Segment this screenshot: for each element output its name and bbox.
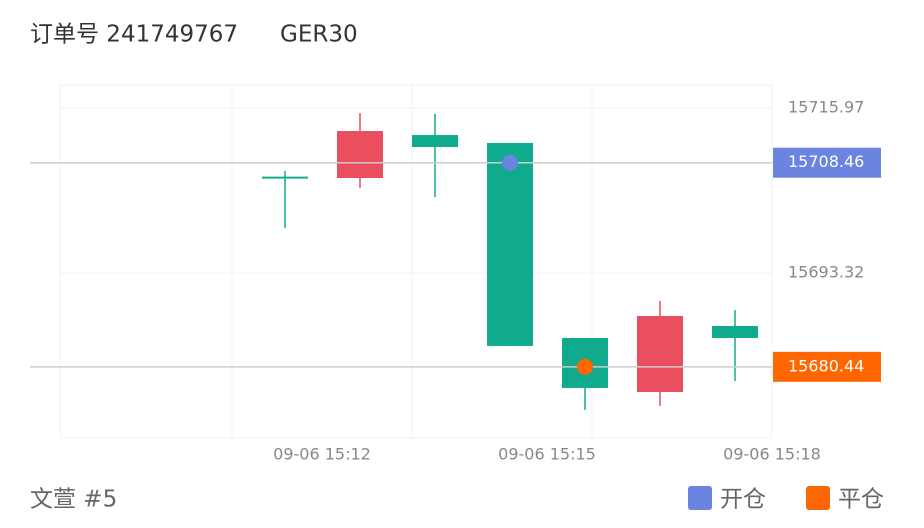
legend-swatch	[806, 486, 830, 510]
x-tick-label: 09-06 15:12	[273, 445, 371, 464]
trade-marker	[577, 358, 593, 375]
y-tick-label: 15693.32	[788, 263, 864, 282]
candle-body	[712, 325, 758, 338]
account: 文萱 #5	[30, 487, 117, 513]
legend-label: 开仓	[720, 487, 766, 513]
price-tag-bg	[773, 147, 881, 178]
candle-body	[487, 142, 533, 346]
symbol: GER30	[280, 22, 358, 48]
order-label: 订单号 241749767	[30, 22, 238, 48]
candle-body	[412, 135, 458, 147]
legend-swatch	[688, 486, 712, 510]
x-tick-label: 09-06 15:15	[498, 445, 596, 464]
price-tag: 15708.46	[788, 152, 864, 171]
x-tick-label: 09-06 15:18	[723, 445, 821, 464]
price-tag-bg	[773, 351, 881, 382]
legend-label: 平仓	[838, 487, 884, 513]
y-tick-label: 15715.97	[788, 98, 864, 117]
candle-body	[262, 176, 308, 179]
plot-frame	[59, 84, 773, 439]
trade-marker	[502, 154, 518, 171]
candle-body	[637, 315, 683, 392]
candle-body	[337, 131, 383, 179]
price-tag: 15680.44	[788, 356, 864, 375]
